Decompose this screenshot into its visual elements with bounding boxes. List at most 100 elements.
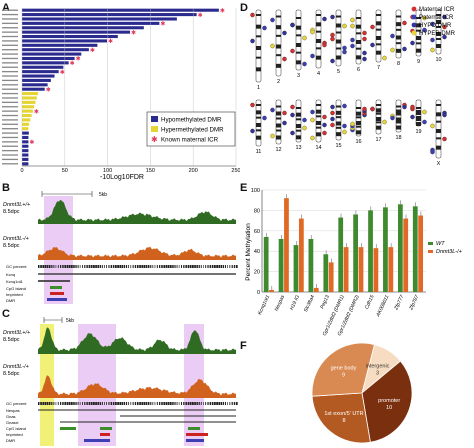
chromosome-band [356, 17, 361, 19]
bar-wt [293, 245, 299, 292]
dmr-row-label [2, 22, 18, 25]
dmr-marker [410, 104, 415, 110]
gc-mark [44, 402, 47, 405]
chromosome-band [376, 125, 381, 130]
gc-mark [167, 265, 170, 268]
gc-mark [137, 402, 139, 405]
dmr-marker [342, 123, 347, 129]
gc-mark [143, 265, 146, 268]
panel-b-track2-sub: 8.5dpc [3, 243, 20, 249]
chromosome-band [356, 55, 361, 60]
gc-mark [44, 265, 47, 268]
chromosome-band [376, 36, 381, 40]
dmr-marker [270, 43, 275, 49]
gc-mark [205, 402, 207, 405]
dmr-row-label [2, 106, 18, 108]
chromosome-band [376, 28, 381, 31]
bar-dnmt3l [284, 198, 289, 292]
chromosome-band [296, 112, 301, 117]
dmr-bar [22, 26, 144, 30]
gc-mark [139, 402, 141, 405]
gc-mark [145, 265, 148, 268]
dmr-marker [430, 21, 435, 27]
gc-mark [205, 265, 207, 268]
dmr-marker [270, 17, 275, 23]
gc-mark [79, 265, 81, 268]
gc-mark [49, 402, 51, 405]
gc-mark [225, 265, 226, 268]
dmr-row-label [2, 92, 18, 95]
gc-mark [90, 402, 93, 405]
dmr-marker [262, 115, 267, 121]
dmr-marker [362, 106, 367, 112]
icr-star-icon: ✱ [60, 69, 65, 76]
gc-mark [40, 402, 42, 405]
gc-mark [99, 265, 101, 268]
pie-value: 10 [386, 405, 392, 411]
bar-dnmt3l [313, 287, 319, 292]
chromosome-band [396, 28, 401, 31]
panel-e-xtick-label: AK008011 [375, 294, 391, 318]
panel-c-ann-imprinted: Imprinted [6, 432, 23, 437]
gc-mark [196, 265, 198, 268]
gc-mark [154, 402, 156, 405]
pie-slice [361, 360, 413, 443]
chromosome-band [336, 126, 341, 129]
icr-star-icon: ✱ [220, 7, 225, 14]
pie-value: 3 [376, 370, 379, 376]
dmr-row-label [2, 53, 18, 55]
chromosome-band [336, 39, 341, 44]
legend-dot-paternal-icr [411, 14, 417, 20]
chromosome-band [276, 44, 281, 49]
dmr-marker [350, 43, 355, 49]
chromosome-band [356, 121, 361, 125]
chromosome-band [296, 107, 301, 109]
gc-mark [130, 402, 132, 405]
gc-mark [42, 265, 45, 268]
gc-mark [46, 402, 49, 405]
chromosome-band [356, 130, 361, 135]
gc-mark [97, 265, 99, 268]
gc-mark [163, 402, 166, 405]
panel-c-ann-gnas: Gnas [6, 414, 16, 419]
panel-e-xtick-label: Zfp787 [408, 294, 421, 312]
gc-mark [227, 402, 228, 405]
dmr-marker [362, 56, 367, 62]
chromosome-label: 12 [275, 147, 281, 153]
dmr-bar [22, 157, 29, 161]
dmr-row-label [2, 149, 18, 152]
panel-a-tick-label: 200 [189, 168, 198, 174]
gc-mark [117, 265, 119, 268]
chromosome-label: 19 [415, 129, 421, 135]
dmr-marker [362, 30, 367, 36]
chromosome-band [276, 54, 281, 57]
dmr-marker [282, 56, 287, 62]
gc-mark [101, 265, 103, 268]
gc-mark [130, 265, 132, 268]
dmr-bar [22, 56, 75, 61]
dmr-bar [22, 52, 82, 56]
chromosome-band [376, 50, 381, 55]
dmr-row-label [2, 101, 18, 104]
dmr-marker [290, 48, 295, 54]
chromosome-band [356, 116, 361, 119]
gc-mark [178, 402, 180, 405]
dmr-marker [310, 117, 315, 123]
chromosome-band [416, 23, 421, 28]
panel-e-xticks: Kcnq1ot1 Nespas H19 IG Slc38a4 Peg13Gpr1/Zdb… [257, 294, 421, 337]
gc-mark [165, 265, 168, 268]
dmr-marker [362, 50, 367, 56]
chromosome-label: 18 [395, 135, 401, 141]
gc-mark [84, 402, 86, 405]
gc-mark [198, 265, 200, 268]
panel-e-ylabel: Percent Methylation [245, 223, 252, 281]
chromosome-band [376, 21, 381, 26]
dmr-marker [330, 110, 335, 116]
gc-mark [64, 265, 67, 268]
dmr-row-label [2, 40, 18, 42]
dmr-marker [390, 47, 395, 53]
dmr-marker [310, 135, 315, 141]
dmr-row-label [2, 154, 18, 156]
